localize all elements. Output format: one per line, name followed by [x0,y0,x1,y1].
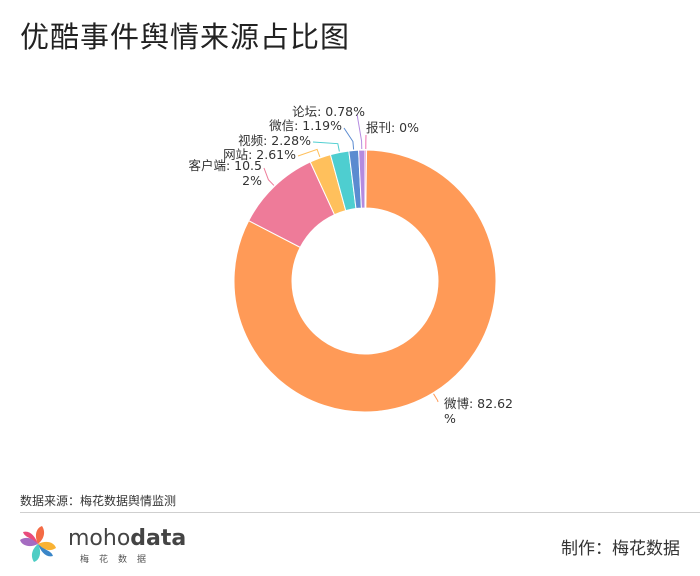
donut-chart: 微博: 82.62 % 客户端: 10.5 2%网站: 2.61%视频: 2.28%微… [188,104,513,426]
donut-slice-6 [364,149,368,209]
chart-title: 优酷事件舆情来源占比图 [20,20,351,54]
leader-line-2 [297,148,321,158]
slice-label-2: 网站: 2.61% [223,147,296,162]
leader-line-4 [343,127,355,150]
leader-line-3 [312,141,340,152]
donut-slice-0 [233,149,497,413]
slice-label-5: 论坛: 0.78% [292,104,365,119]
flower-logo-icon [20,526,56,562]
leader-line-1 [263,167,275,186]
slice-label-1: 客户端: 10.5 2% [188,158,262,188]
footer-divider [20,512,700,513]
slice-label-0: 微博: 82.62% [444,396,513,426]
slice-label-6: 报刊: 0% [366,120,419,135]
slice-label-4: 微信: 1.19% [269,118,342,133]
slice-label-3: 视频: 2.28% [238,133,311,148]
credit-text: 制作：梅花数据 [561,539,680,559]
logo-subtitle: 梅花数据 [80,555,157,565]
data-source: 数据来源：梅花数据舆情监测 [20,494,177,508]
leader-line-5 [356,113,363,150]
logo-wordmark: mohodata [68,526,187,551]
mohodata-logo: mohodata 梅花数据 [18,522,186,570]
leader-line-0 [433,393,439,403]
